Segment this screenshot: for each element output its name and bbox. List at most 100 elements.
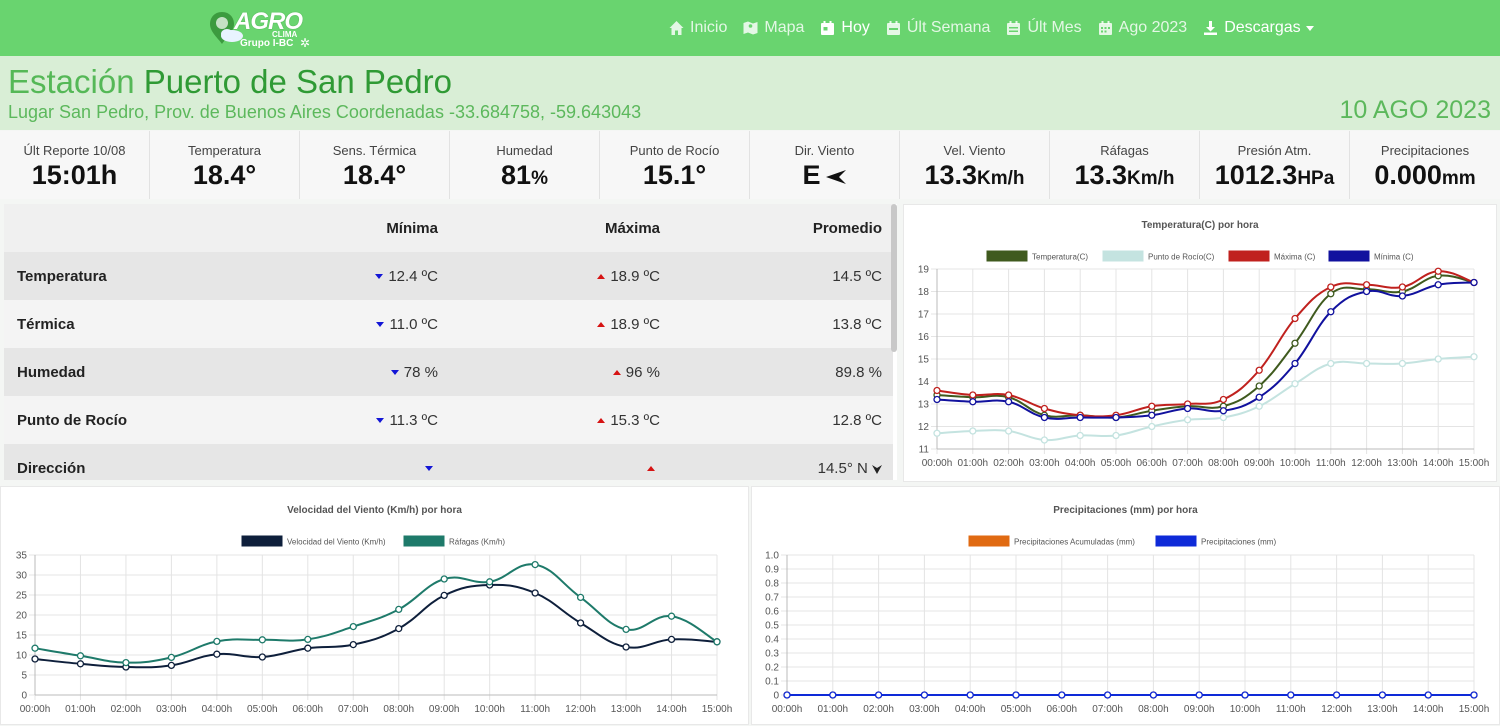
- avg-cell: 89.8 %: [671, 348, 893, 396]
- x-tick-label: 14:00h: [1423, 458, 1454, 469]
- stat-value: 18.4°: [342, 160, 407, 190]
- stat-humidity: Humedad 81%: [450, 131, 600, 199]
- nav-item-ago-2023[interactable]: Ago 2023: [1097, 19, 1188, 37]
- x-tick-label: 06:00h: [293, 704, 324, 715]
- stat-unit: HPa: [1297, 168, 1335, 189]
- nav-label-ago-2023: Ago 2023: [1118, 19, 1188, 36]
- nav-item-mapa[interactable]: Mapa: [742, 19, 804, 37]
- data-point: [1434, 267, 1442, 275]
- row-label: Dirección: [4, 444, 254, 480]
- stat-label: Punto de Rocío: [629, 143, 720, 158]
- data-point: [966, 691, 974, 699]
- nav-item-descargas[interactable]: Descargas: [1202, 19, 1314, 37]
- avg-cell: 14.5 ºC: [671, 252, 893, 300]
- stat-gusts: Ráfagas 13.3Km/h: [1050, 131, 1200, 199]
- y-tick-label: 0.7: [765, 593, 779, 604]
- series-line: [34, 563, 718, 664]
- legend-label: Velocidad del Viento (Km/h): [287, 538, 386, 547]
- table-header: Promedio: [671, 204, 893, 252]
- navbar: AGRO CLIMA Grupo I-BC ✲ Inicio Mapa Hoy …: [0, 0, 1500, 56]
- stat-value: 1012.3: [1214, 160, 1298, 190]
- brand-logo[interactable]: AGRO CLIMA Grupo I-BC ✲: [208, 6, 318, 50]
- up-arrow-icon: [647, 466, 655, 472]
- table-header: Máxima: [449, 204, 671, 252]
- data-point: [713, 638, 721, 646]
- row-label: Punto de Rocío: [4, 396, 254, 444]
- up-arrow-icon: [597, 418, 606, 424]
- series-line: [34, 583, 718, 669]
- nav-label-hoy: Hoy: [841, 19, 870, 36]
- nav-item-ult-mes[interactable]: Últ Mes: [1005, 19, 1082, 37]
- data-point: [76, 652, 85, 660]
- download-icon: [1204, 21, 1218, 35]
- legend-swatch: [1102, 250, 1144, 262]
- nav-item-inicio[interactable]: Inicio: [668, 19, 727, 37]
- stat-value: 0.000: [1374, 160, 1442, 190]
- data-point: [874, 691, 883, 699]
- legend-label: Mínima (C): [1374, 253, 1414, 262]
- table-scrollbar[interactable]: [891, 204, 897, 352]
- x-tick-label: 15:00h: [702, 704, 733, 715]
- y-tick-label: 13: [918, 400, 930, 411]
- data-point: [1287, 691, 1295, 699]
- data-point: [1378, 691, 1387, 699]
- y-tick-label: 18: [918, 287, 930, 298]
- y-tick-label: 14: [918, 377, 930, 388]
- y-tick-label: 12: [918, 422, 930, 433]
- down-arrow-icon: [376, 322, 385, 328]
- stats-row: Últ Reporte 10/08 15:01h Temperatura 18.…: [0, 131, 1500, 199]
- data-point: [1148, 402, 1156, 410]
- y-tick-label: 0: [21, 691, 27, 702]
- stat-value: E: [802, 160, 821, 190]
- legend-label: Ráfagas (Km/h): [449, 538, 505, 547]
- data-point: [1112, 413, 1120, 422]
- x-tick-label: 06:00h: [1137, 458, 1168, 469]
- x-tick-label: 11:00h: [1276, 704, 1306, 715]
- data-point: [258, 636, 266, 644]
- table-row: Humedad 78 % 96 % 89.8 %: [4, 348, 893, 396]
- nav-item-hoy[interactable]: Hoy: [819, 19, 870, 37]
- data-point: [531, 560, 539, 569]
- min-cell: 11.3 ºC: [254, 396, 449, 444]
- nav-item-ult-semana[interactable]: Últ Semana: [885, 19, 991, 37]
- y-tick-label: 0.5: [765, 621, 779, 632]
- x-tick-label: 04:00h: [955, 704, 986, 715]
- stat-precipitation: Precipitaciones 0.000mm: [1350, 131, 1500, 199]
- legend-swatch: [241, 535, 283, 547]
- stat-value: 15:01h: [31, 160, 118, 190]
- station-location: Lugar San Pedro, Prov. de Buenos Aires C…: [8, 102, 642, 122]
- data-point: [1398, 283, 1407, 291]
- data-point: [1362, 287, 1371, 296]
- wind-direction-icon: [872, 464, 882, 474]
- x-tick-label: 07:00h: [338, 704, 369, 715]
- data-point: [1148, 411, 1156, 419]
- data-point: [31, 655, 39, 663]
- x-tick-label: 02:00h: [111, 704, 142, 715]
- nav-label-inicio: Inicio: [690, 19, 728, 36]
- data-point: [1434, 355, 1442, 363]
- station-prefix: Estación: [8, 63, 135, 100]
- stat-label: Humedad: [496, 143, 553, 158]
- calendar-icon: [1098, 21, 1112, 35]
- data-point: [622, 643, 630, 651]
- row-label: Humedad: [4, 348, 254, 396]
- data-point: [576, 619, 585, 627]
- nav-label-ult-semana: Últ Semana: [906, 19, 991, 36]
- data-point: [1255, 402, 1263, 410]
- data-point: [1291, 359, 1299, 368]
- stat-label: Vel. Viento: [943, 143, 1006, 158]
- data-point: [440, 575, 448, 583]
- min-cell: [254, 444, 449, 480]
- y-tick-label: 0.9: [765, 565, 779, 576]
- data-point: [1327, 359, 1335, 368]
- data-point: [349, 622, 357, 631]
- stat-temperature: Temperatura 18.4°: [150, 131, 300, 199]
- map-icon: [743, 21, 758, 35]
- calendar-month-icon: [1007, 21, 1021, 35]
- data-point: [1004, 391, 1013, 399]
- data-point: [1195, 691, 1203, 699]
- avg-cell: 14.5° N: [671, 444, 893, 480]
- x-tick-label: 13:00h: [1367, 704, 1398, 715]
- x-tick-label: 10:00h: [1280, 458, 1311, 469]
- logo-text: AGRO: [234, 8, 303, 35]
